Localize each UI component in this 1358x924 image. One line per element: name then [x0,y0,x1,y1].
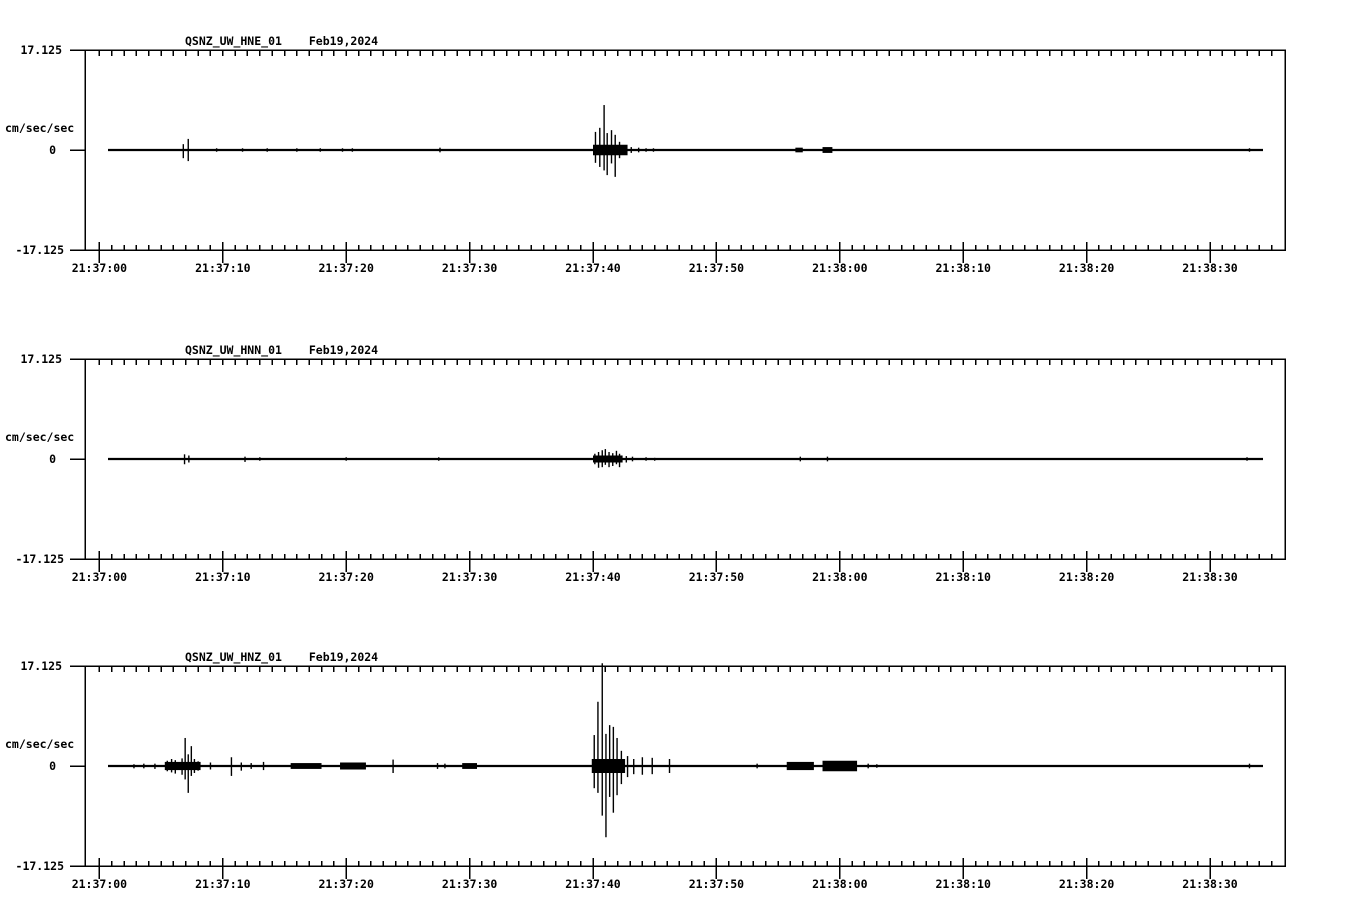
x-tick-label: 21:38:00 [812,877,868,891]
y-max-label: 17.125 [20,43,62,57]
x-tick-label: 21:37:20 [318,261,374,275]
y-max-label: 17.125 [20,659,62,673]
y-axis-units-label: cm/sec/sec [5,737,75,751]
x-tick-label: 21:37:30 [441,877,498,891]
x-tick-label: 21:38:20 [1058,877,1115,891]
x-tick-label: 21:37:00 [71,570,128,584]
station-channel-label: QSNZ_UW_HNN_01 [185,343,282,357]
x-tick-label: 21:38:10 [935,261,991,275]
waveform-plot-hnn [70,358,1286,572]
x-tick-label: 21:38:00 [812,570,868,584]
seismogram-panel-hnz: QSNZ_UW_HNZ_01 Feb19,2024 17.125 cm/sec/… [0,616,1358,924]
x-tick-label: 21:38:30 [1182,570,1238,584]
seismogram-panel-hnn: QSNZ_UW_HNN_01 Feb19,2024 17.125 cm/sec/… [0,309,1358,617]
x-tick-label: 21:38:30 [1182,877,1238,891]
x-tick-label: 21:37:40 [565,877,621,891]
y-min-label: -17.125 [15,243,64,257]
date-label: Feb19,2024 [308,343,379,357]
y-axis-units-label: cm/sec/sec [5,430,75,444]
waveform-plot-hnz [70,663,1286,879]
x-tick-label: 21:38:20 [1058,261,1115,275]
x-tick-label: 21:37:00 [71,261,128,275]
x-tick-label: 21:37:40 [565,570,621,584]
y-min-label: -17.125 [15,859,64,873]
x-tick-label: 21:37:00 [71,877,128,891]
waveform-plot-hne [70,49,1286,263]
panel-title-row: QSNZ_UW_HNZ_01 Feb19,2024 [185,650,378,664]
y-axis-units-label: cm/sec/sec [5,121,75,135]
y-zero-label: 0 [49,143,56,157]
station-channel-label: QSNZ_UW_HNE_01 [185,34,282,48]
x-tick-label: 21:37:30 [441,570,498,584]
station-channel-label: QSNZ_UW_HNZ_01 [185,650,282,664]
y-zero-label: 0 [49,759,56,773]
x-tick-label: 21:37:20 [318,570,374,584]
x-tick-label: 21:37:30 [441,261,498,275]
panel-title-row: QSNZ_UW_HNE_01 Feb19,2024 [185,34,378,48]
x-tick-label: 21:37:10 [195,570,251,584]
x-tick-label: 21:37:50 [688,261,745,275]
seismogram-panel-hne: QSNZ_UW_HNE_01 Feb19,2024 17.125 cm/sec/… [0,0,1358,308]
x-tick-label: 21:37:10 [195,261,251,275]
date-label: Feb19,2024 [308,34,379,48]
date-label: Feb19,2024 [308,650,379,664]
x-tick-label: 21:37:50 [688,570,745,584]
x-tick-label: 21:38:10 [935,570,991,584]
x-tick-label: 21:38:10 [935,877,991,891]
y-min-label: -17.125 [15,552,64,566]
x-tick-label: 21:37:50 [688,877,745,891]
x-tick-label: 21:38:30 [1182,261,1238,275]
y-max-label: 17.125 [20,352,62,366]
panel-title-row: QSNZ_UW_HNN_01 Feb19,2024 [185,343,378,357]
y-zero-label: 0 [49,452,56,466]
x-tick-label: 21:38:20 [1058,570,1115,584]
x-tick-label: 21:37:10 [195,877,251,891]
x-tick-label: 21:37:20 [318,877,374,891]
x-tick-label: 21:38:00 [812,261,868,275]
x-tick-label: 21:37:40 [565,261,621,275]
